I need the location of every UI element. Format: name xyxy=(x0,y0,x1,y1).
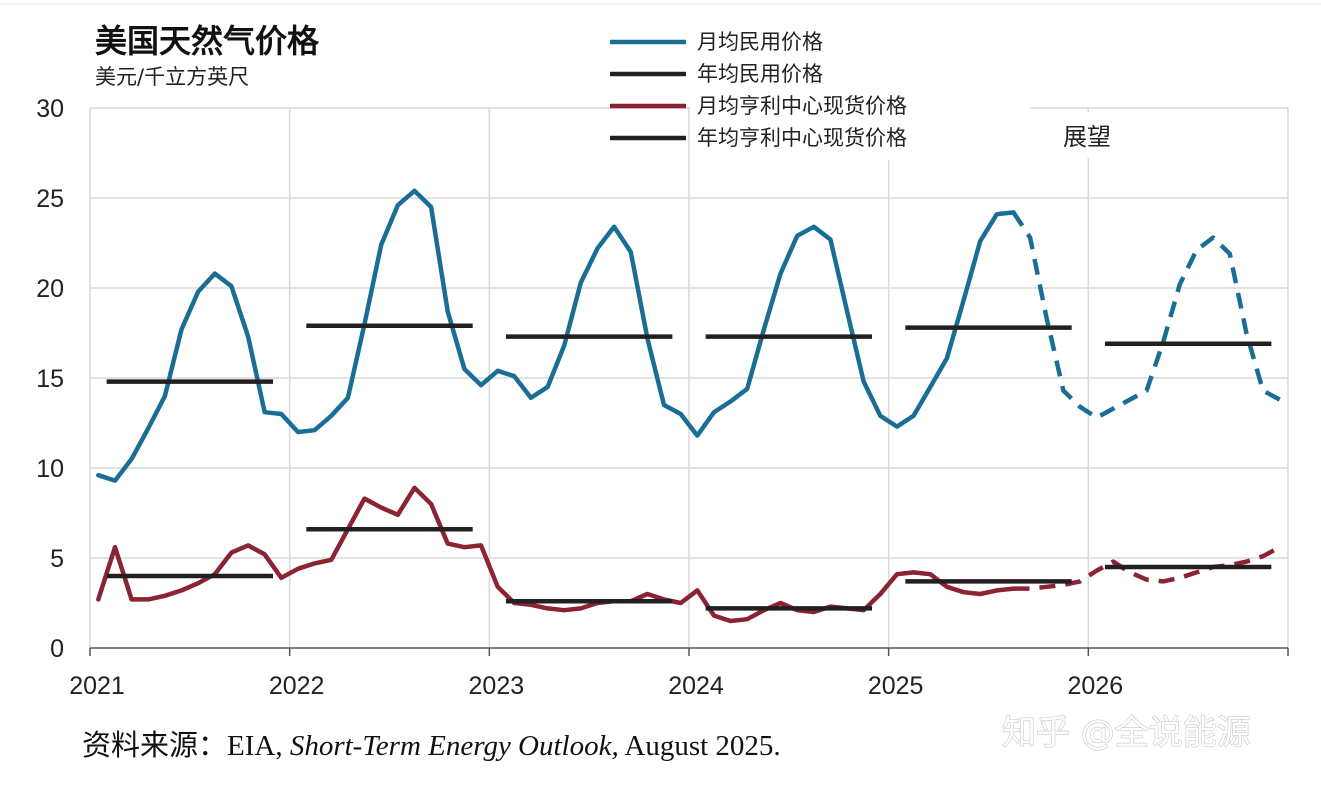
source-report-title: Short-Term Energy Outlook, xyxy=(290,730,619,762)
source-date: August 2025. xyxy=(619,730,781,762)
y-tick-labels: 0 5 10 15 20 25 30 xyxy=(36,95,64,663)
source-note: 资料来源：EIA, Short-Term Energy Outlook, Aug… xyxy=(82,729,781,762)
outlook-background xyxy=(1058,112,1128,158)
x-tick-labels: 2021 2022 2023 2024 2025 2026 xyxy=(69,672,1123,700)
gridlines xyxy=(89,107,1289,648)
legend-label: 年均民用价格 xyxy=(697,62,823,86)
series-4 xyxy=(106,526,1272,611)
x-tick-label: 2024 xyxy=(668,672,724,700)
watermark: 知乎 @全说能源 xyxy=(1002,713,1251,753)
legend-background xyxy=(690,100,1030,160)
series-line-forecast xyxy=(1011,211,1281,420)
y-tick-label: 10 xyxy=(36,455,64,483)
x-tick-label: 2025 xyxy=(868,672,924,700)
x-tick-label: 2026 xyxy=(1068,672,1124,700)
legend-label: 月均民用价格 xyxy=(697,30,823,54)
series-line-actual xyxy=(96,188,1016,483)
y-tick-label: 20 xyxy=(36,275,64,303)
x-tick-label: 2022 xyxy=(269,672,325,700)
outlook-label: 展望 xyxy=(1063,123,1111,151)
y-tick-label: 15 xyxy=(36,365,64,393)
source-prefix: 资料来源：EIA, xyxy=(82,729,290,762)
axes xyxy=(89,647,1289,656)
y-tick-label: 30 xyxy=(36,95,64,123)
chart-subtitle: 美元/千立方英尺 xyxy=(95,65,249,89)
x-tick-label: 2021 xyxy=(69,672,125,700)
series-lines xyxy=(96,188,1281,624)
x-tick-label: 2023 xyxy=(469,672,525,700)
series-2 xyxy=(106,323,1272,384)
legend-label: 年均亨利中心现货价格 xyxy=(697,126,907,150)
legend-label: 月均亨利中心现货价格 xyxy=(697,94,907,118)
y-tick-label: 5 xyxy=(50,545,64,573)
y-tick-label: 25 xyxy=(36,185,64,213)
y-tick-label: 0 xyxy=(50,635,64,663)
chart-title: 美国天然气价格 xyxy=(95,22,320,60)
